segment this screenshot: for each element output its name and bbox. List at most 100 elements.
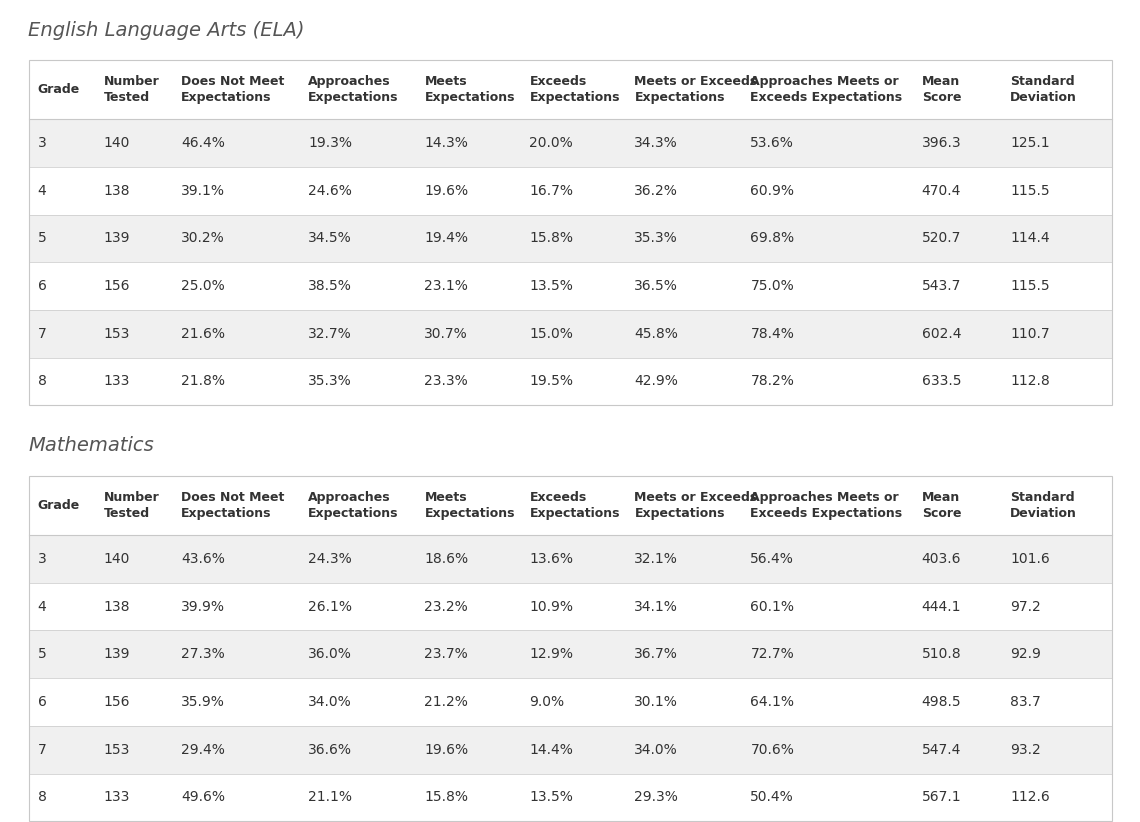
Text: 110.7: 110.7 — [1010, 326, 1050, 341]
Text: 4: 4 — [38, 599, 47, 614]
Text: 13.5%: 13.5% — [529, 790, 573, 805]
Text: 32.1%: 32.1% — [634, 552, 678, 566]
Text: 24.6%: 24.6% — [308, 183, 352, 198]
Text: Meets
Expectations: Meets Expectations — [424, 76, 515, 104]
Text: 14.3%: 14.3% — [424, 136, 469, 150]
Text: 36.2%: 36.2% — [634, 183, 678, 198]
Text: 125.1: 125.1 — [1010, 136, 1050, 150]
Text: Number
Tested: Number Tested — [104, 492, 160, 520]
Text: 29.4%: 29.4% — [181, 742, 226, 757]
Text: 25.0%: 25.0% — [181, 279, 225, 293]
Text: 23.3%: 23.3% — [424, 374, 469, 389]
Text: 21.8%: 21.8% — [181, 374, 226, 389]
Text: 9.0%: 9.0% — [529, 695, 564, 709]
Text: 139: 139 — [104, 647, 130, 662]
Text: 72.7%: 72.7% — [750, 647, 795, 662]
Text: 133: 133 — [104, 790, 130, 805]
Text: Exceeds
Expectations: Exceeds Expectations — [529, 492, 620, 520]
Text: 101.6: 101.6 — [1010, 552, 1050, 566]
Bar — [28, 726, 1112, 774]
Text: 112.8: 112.8 — [1010, 374, 1050, 389]
Text: 69.8%: 69.8% — [750, 231, 795, 246]
Bar — [28, 476, 1112, 535]
Text: 547.4: 547.4 — [922, 742, 961, 757]
Text: 19.4%: 19.4% — [424, 231, 469, 246]
Text: 27.3%: 27.3% — [181, 647, 225, 662]
Text: 156: 156 — [104, 695, 130, 709]
Text: 26.1%: 26.1% — [308, 599, 352, 614]
Text: English Language Arts (ELA): English Language Arts (ELA) — [28, 21, 306, 39]
Text: 140: 140 — [104, 136, 130, 150]
Text: 396.3: 396.3 — [922, 136, 961, 150]
Text: Grade: Grade — [38, 83, 80, 96]
Text: 78.2%: 78.2% — [750, 374, 795, 389]
Text: 34.0%: 34.0% — [634, 742, 678, 757]
Text: 45.8%: 45.8% — [634, 326, 678, 341]
Text: 520.7: 520.7 — [922, 231, 961, 246]
Text: 18.6%: 18.6% — [424, 552, 469, 566]
Text: 36.7%: 36.7% — [634, 647, 678, 662]
Bar — [28, 60, 1112, 119]
Text: 32.7%: 32.7% — [308, 326, 352, 341]
Text: 36.6%: 36.6% — [308, 742, 352, 757]
Text: 153: 153 — [104, 742, 130, 757]
Text: 3: 3 — [38, 552, 47, 566]
Text: 64.1%: 64.1% — [750, 695, 795, 709]
Text: 4: 4 — [38, 183, 47, 198]
Text: 30.2%: 30.2% — [181, 231, 225, 246]
Text: 70.6%: 70.6% — [750, 742, 795, 757]
Text: 7: 7 — [38, 742, 47, 757]
Text: 29.3%: 29.3% — [634, 790, 678, 805]
Text: 35.3%: 35.3% — [308, 374, 352, 389]
Bar — [28, 630, 1112, 678]
Text: Does Not Meet
Expectations: Does Not Meet Expectations — [181, 492, 285, 520]
Text: 15.0%: 15.0% — [529, 326, 573, 341]
Text: 19.3%: 19.3% — [308, 136, 352, 150]
Text: 139: 139 — [104, 231, 130, 246]
Text: 498.5: 498.5 — [922, 695, 961, 709]
Text: 138: 138 — [104, 599, 130, 614]
Text: Approaches Meets or
Exceeds Expectations: Approaches Meets or Exceeds Expectations — [750, 492, 903, 520]
Text: Approaches Meets or
Exceeds Expectations: Approaches Meets or Exceeds Expectations — [750, 76, 903, 104]
Text: 115.5: 115.5 — [1010, 279, 1050, 293]
Text: 56.4%: 56.4% — [750, 552, 795, 566]
Text: 20.0%: 20.0% — [529, 136, 573, 150]
Bar — [28, 774, 1112, 821]
Text: 10.9%: 10.9% — [529, 599, 573, 614]
Text: Meets or Exceeds
Expectations: Meets or Exceeds Expectations — [634, 492, 758, 520]
Text: 12.9%: 12.9% — [529, 647, 573, 662]
Text: 112.6: 112.6 — [1010, 790, 1050, 805]
Bar — [28, 167, 1112, 215]
Text: 35.9%: 35.9% — [181, 695, 226, 709]
Text: 510.8: 510.8 — [922, 647, 961, 662]
Text: 78.4%: 78.4% — [750, 326, 795, 341]
Bar — [28, 583, 1112, 630]
Text: Grade: Grade — [38, 499, 80, 512]
Text: 21.1%: 21.1% — [308, 790, 352, 805]
Text: 5: 5 — [38, 647, 47, 662]
Bar — [28, 476, 1112, 821]
Text: 34.3%: 34.3% — [634, 136, 678, 150]
Text: 140: 140 — [104, 552, 130, 566]
Text: Approaches
Expectations: Approaches Expectations — [308, 492, 399, 520]
Text: Standard
Deviation: Standard Deviation — [1010, 492, 1077, 520]
Text: 30.7%: 30.7% — [424, 326, 469, 341]
Text: 543.7: 543.7 — [922, 279, 961, 293]
Text: 60.9%: 60.9% — [750, 183, 795, 198]
Bar — [28, 215, 1112, 262]
Text: 133: 133 — [104, 374, 130, 389]
Text: 39.9%: 39.9% — [181, 599, 226, 614]
Text: 6: 6 — [38, 279, 47, 293]
Text: 34.1%: 34.1% — [634, 599, 678, 614]
Text: 444.1: 444.1 — [922, 599, 961, 614]
Text: 93.2: 93.2 — [1010, 742, 1041, 757]
Text: 53.6%: 53.6% — [750, 136, 795, 150]
Text: 633.5: 633.5 — [922, 374, 961, 389]
Text: 23.1%: 23.1% — [424, 279, 469, 293]
Bar — [28, 358, 1112, 405]
Text: 7: 7 — [38, 326, 47, 341]
Text: 8: 8 — [38, 374, 47, 389]
Text: 38.5%: 38.5% — [308, 279, 352, 293]
Text: 21.6%: 21.6% — [181, 326, 226, 341]
Text: 36.0%: 36.0% — [308, 647, 352, 662]
